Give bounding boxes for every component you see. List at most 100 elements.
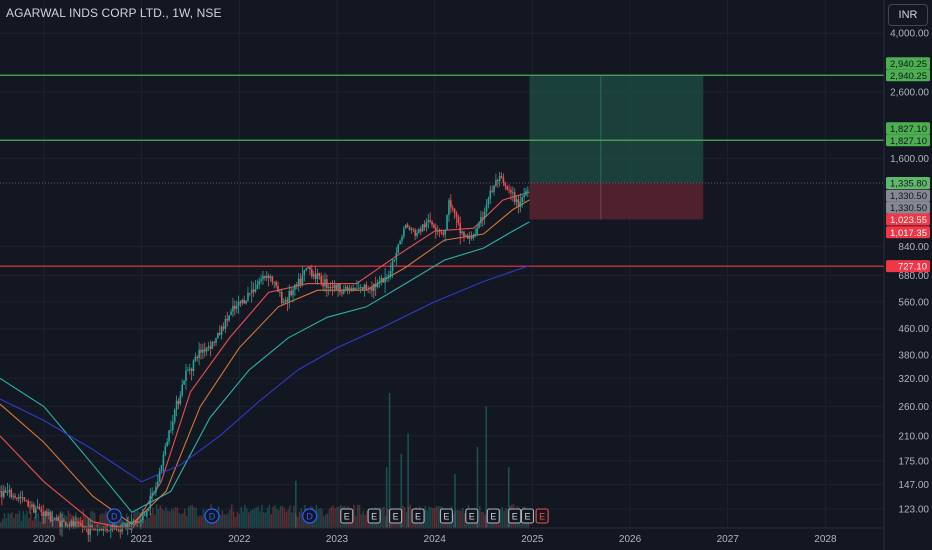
candle-body bbox=[376, 282, 379, 288]
volume-bar bbox=[484, 514, 487, 528]
candle-body bbox=[324, 279, 326, 287]
volume-bar bbox=[274, 505, 276, 528]
candle-body bbox=[149, 495, 152, 509]
candle-body bbox=[220, 326, 223, 335]
volume-bar bbox=[101, 513, 103, 528]
candle-body bbox=[76, 521, 78, 523]
candle-body bbox=[403, 228, 405, 237]
candle-body bbox=[136, 522, 138, 524]
candle-body bbox=[33, 504, 35, 513]
candle-body bbox=[21, 497, 24, 499]
volume-bar bbox=[454, 474, 456, 528]
volume-bar bbox=[499, 509, 502, 528]
volume-bar bbox=[460, 510, 462, 528]
candle-body bbox=[256, 284, 259, 290]
volume-bar bbox=[216, 516, 218, 528]
candle-body bbox=[153, 492, 155, 494]
candle-body bbox=[134, 521, 137, 523]
volume-bar bbox=[485, 406, 488, 528]
earnings-marker[interactable]: E bbox=[340, 508, 354, 524]
earnings-marker[interactable]: E bbox=[465, 508, 479, 524]
volume-bar bbox=[462, 507, 464, 528]
dividend-marker[interactable]: D bbox=[302, 508, 318, 524]
candle-body bbox=[213, 342, 215, 343]
earnings-marker[interactable]: E bbox=[486, 508, 500, 524]
volume-bar bbox=[165, 507, 167, 528]
volume-bar bbox=[193, 507, 195, 528]
dividend-marker[interactable]: D bbox=[106, 508, 122, 524]
candle-body bbox=[224, 319, 227, 329]
symbol-title: AGARWAL INDS CORP LTD., 1W, NSE bbox=[6, 6, 222, 20]
volume-bar bbox=[289, 505, 291, 528]
earnings-marker[interactable]: E bbox=[535, 508, 549, 524]
volume-bar bbox=[159, 505, 162, 528]
event-marker-label: E bbox=[490, 512, 496, 522]
volume-bar bbox=[407, 506, 410, 528]
volume-bar bbox=[281, 505, 284, 528]
candle-body bbox=[378, 281, 381, 283]
moving-average-line bbox=[0, 221, 530, 513]
candle-body bbox=[457, 217, 460, 224]
candle-body bbox=[57, 517, 60, 521]
earnings-marker[interactable]: E bbox=[411, 508, 425, 524]
dividend-marker[interactable]: D bbox=[204, 508, 220, 524]
price-label: 1,017.35 bbox=[886, 226, 930, 239]
volume-bar bbox=[401, 505, 404, 528]
candle-body bbox=[49, 511, 52, 522]
candle-body bbox=[312, 274, 315, 277]
volume-bar bbox=[157, 508, 160, 528]
candle-body bbox=[188, 368, 191, 371]
volume-bar bbox=[93, 512, 96, 528]
dividend-icon bbox=[204, 508, 220, 524]
volume-bar bbox=[432, 508, 434, 528]
volume-bar bbox=[338, 506, 340, 528]
volume-bar bbox=[356, 504, 359, 528]
event-marker-label: E bbox=[415, 512, 421, 522]
candle-body bbox=[170, 429, 172, 431]
candle-body bbox=[63, 520, 65, 522]
candle-body bbox=[341, 292, 343, 294]
candle-body bbox=[205, 347, 208, 352]
y-axis-tick-label: 147.00 bbox=[898, 480, 929, 491]
volume-bar bbox=[172, 509, 175, 528]
candle-body bbox=[87, 527, 90, 535]
earnings-marker[interactable]: E bbox=[367, 508, 381, 524]
volume-bar bbox=[167, 510, 169, 528]
volume-bar bbox=[92, 511, 94, 528]
price-label-badge bbox=[886, 134, 930, 147]
candle-body bbox=[277, 285, 279, 292]
event-marker-label: E bbox=[469, 512, 475, 522]
earnings-icon bbox=[340, 508, 354, 524]
candle-body bbox=[448, 200, 450, 216]
candle-body bbox=[173, 410, 176, 422]
earnings-marker[interactable]: E bbox=[508, 508, 522, 524]
candle-body bbox=[446, 215, 448, 230]
candle-body bbox=[237, 301, 240, 306]
candle-body bbox=[316, 273, 319, 279]
currency-button[interactable]: INR bbox=[888, 4, 928, 26]
candle-body bbox=[164, 446, 167, 455]
earnings-marker[interactable]: E bbox=[389, 508, 403, 524]
candle-body bbox=[397, 244, 400, 253]
candles bbox=[0, 171, 529, 542]
y-axis-tick-label: 560.00 bbox=[898, 297, 929, 308]
volume-bar bbox=[75, 512, 77, 528]
candle-body bbox=[81, 525, 84, 528]
y-axis-tick-label: 123.00 bbox=[898, 504, 929, 515]
candle-body bbox=[461, 231, 463, 234]
candle-body bbox=[46, 511, 48, 516]
candle-body bbox=[286, 299, 289, 302]
volume-bar bbox=[234, 516, 237, 528]
candle-body bbox=[141, 515, 144, 521]
candle-body bbox=[34, 508, 37, 513]
price-label-text: 1,827.10 bbox=[890, 124, 927, 135]
candle-body bbox=[14, 495, 16, 498]
candle-body bbox=[19, 496, 22, 498]
x-axis-tick-label: 2026 bbox=[619, 534, 642, 545]
volume-bar bbox=[383, 506, 385, 528]
earnings-marker[interactable]: E bbox=[439, 508, 453, 524]
earnings-marker[interactable]: E bbox=[520, 508, 535, 524]
event-marker-label: E bbox=[371, 512, 377, 522]
volume-bar bbox=[22, 510, 25, 528]
